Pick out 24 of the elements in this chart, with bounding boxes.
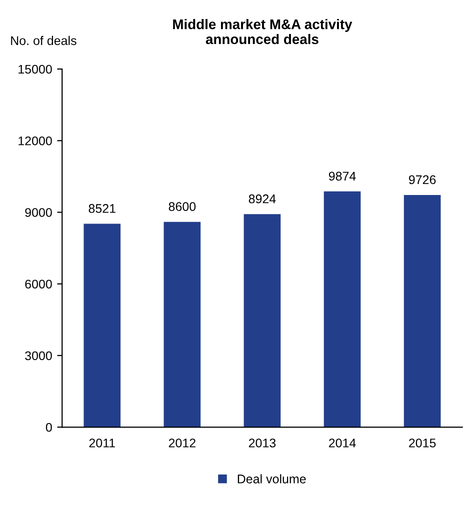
x-tick-label: 2011 [89,438,115,448]
x-tick-label: 2015 [409,438,436,448]
bar [164,222,201,428]
bar [404,194,441,428]
data-label: 9874 [328,172,356,181]
x-tick-label: 2014 [328,438,356,448]
y-tick-label: 0 [46,422,52,432]
data-label: 8600 [168,202,196,212]
x-tick-label: 2013 [248,438,276,448]
bar [244,214,281,428]
y-tick-label: 15000 [18,64,52,74]
legend-label: Deal volume [238,474,306,484]
data-label: 8521 [88,204,116,213]
data-label: 8924 [248,194,276,204]
chart-title: Middle market M&A activity announced deals [173,19,352,44]
y-tick-label: 3000 [25,351,52,360]
y-tick-label: 6000 [25,280,52,289]
y-tick-label: 12000 [18,136,52,146]
bar [324,191,361,428]
data-label: 9726 [408,175,436,184]
y-axis-title: No. of deals [11,36,76,46]
bar [84,224,121,428]
x-tick-label: 2012 [168,438,196,448]
y-tick-label: 9000 [25,208,52,217]
